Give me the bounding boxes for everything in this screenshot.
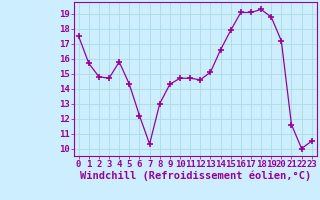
X-axis label: Windchill (Refroidissement éolien,°C): Windchill (Refroidissement éolien,°C) [80,171,311,181]
